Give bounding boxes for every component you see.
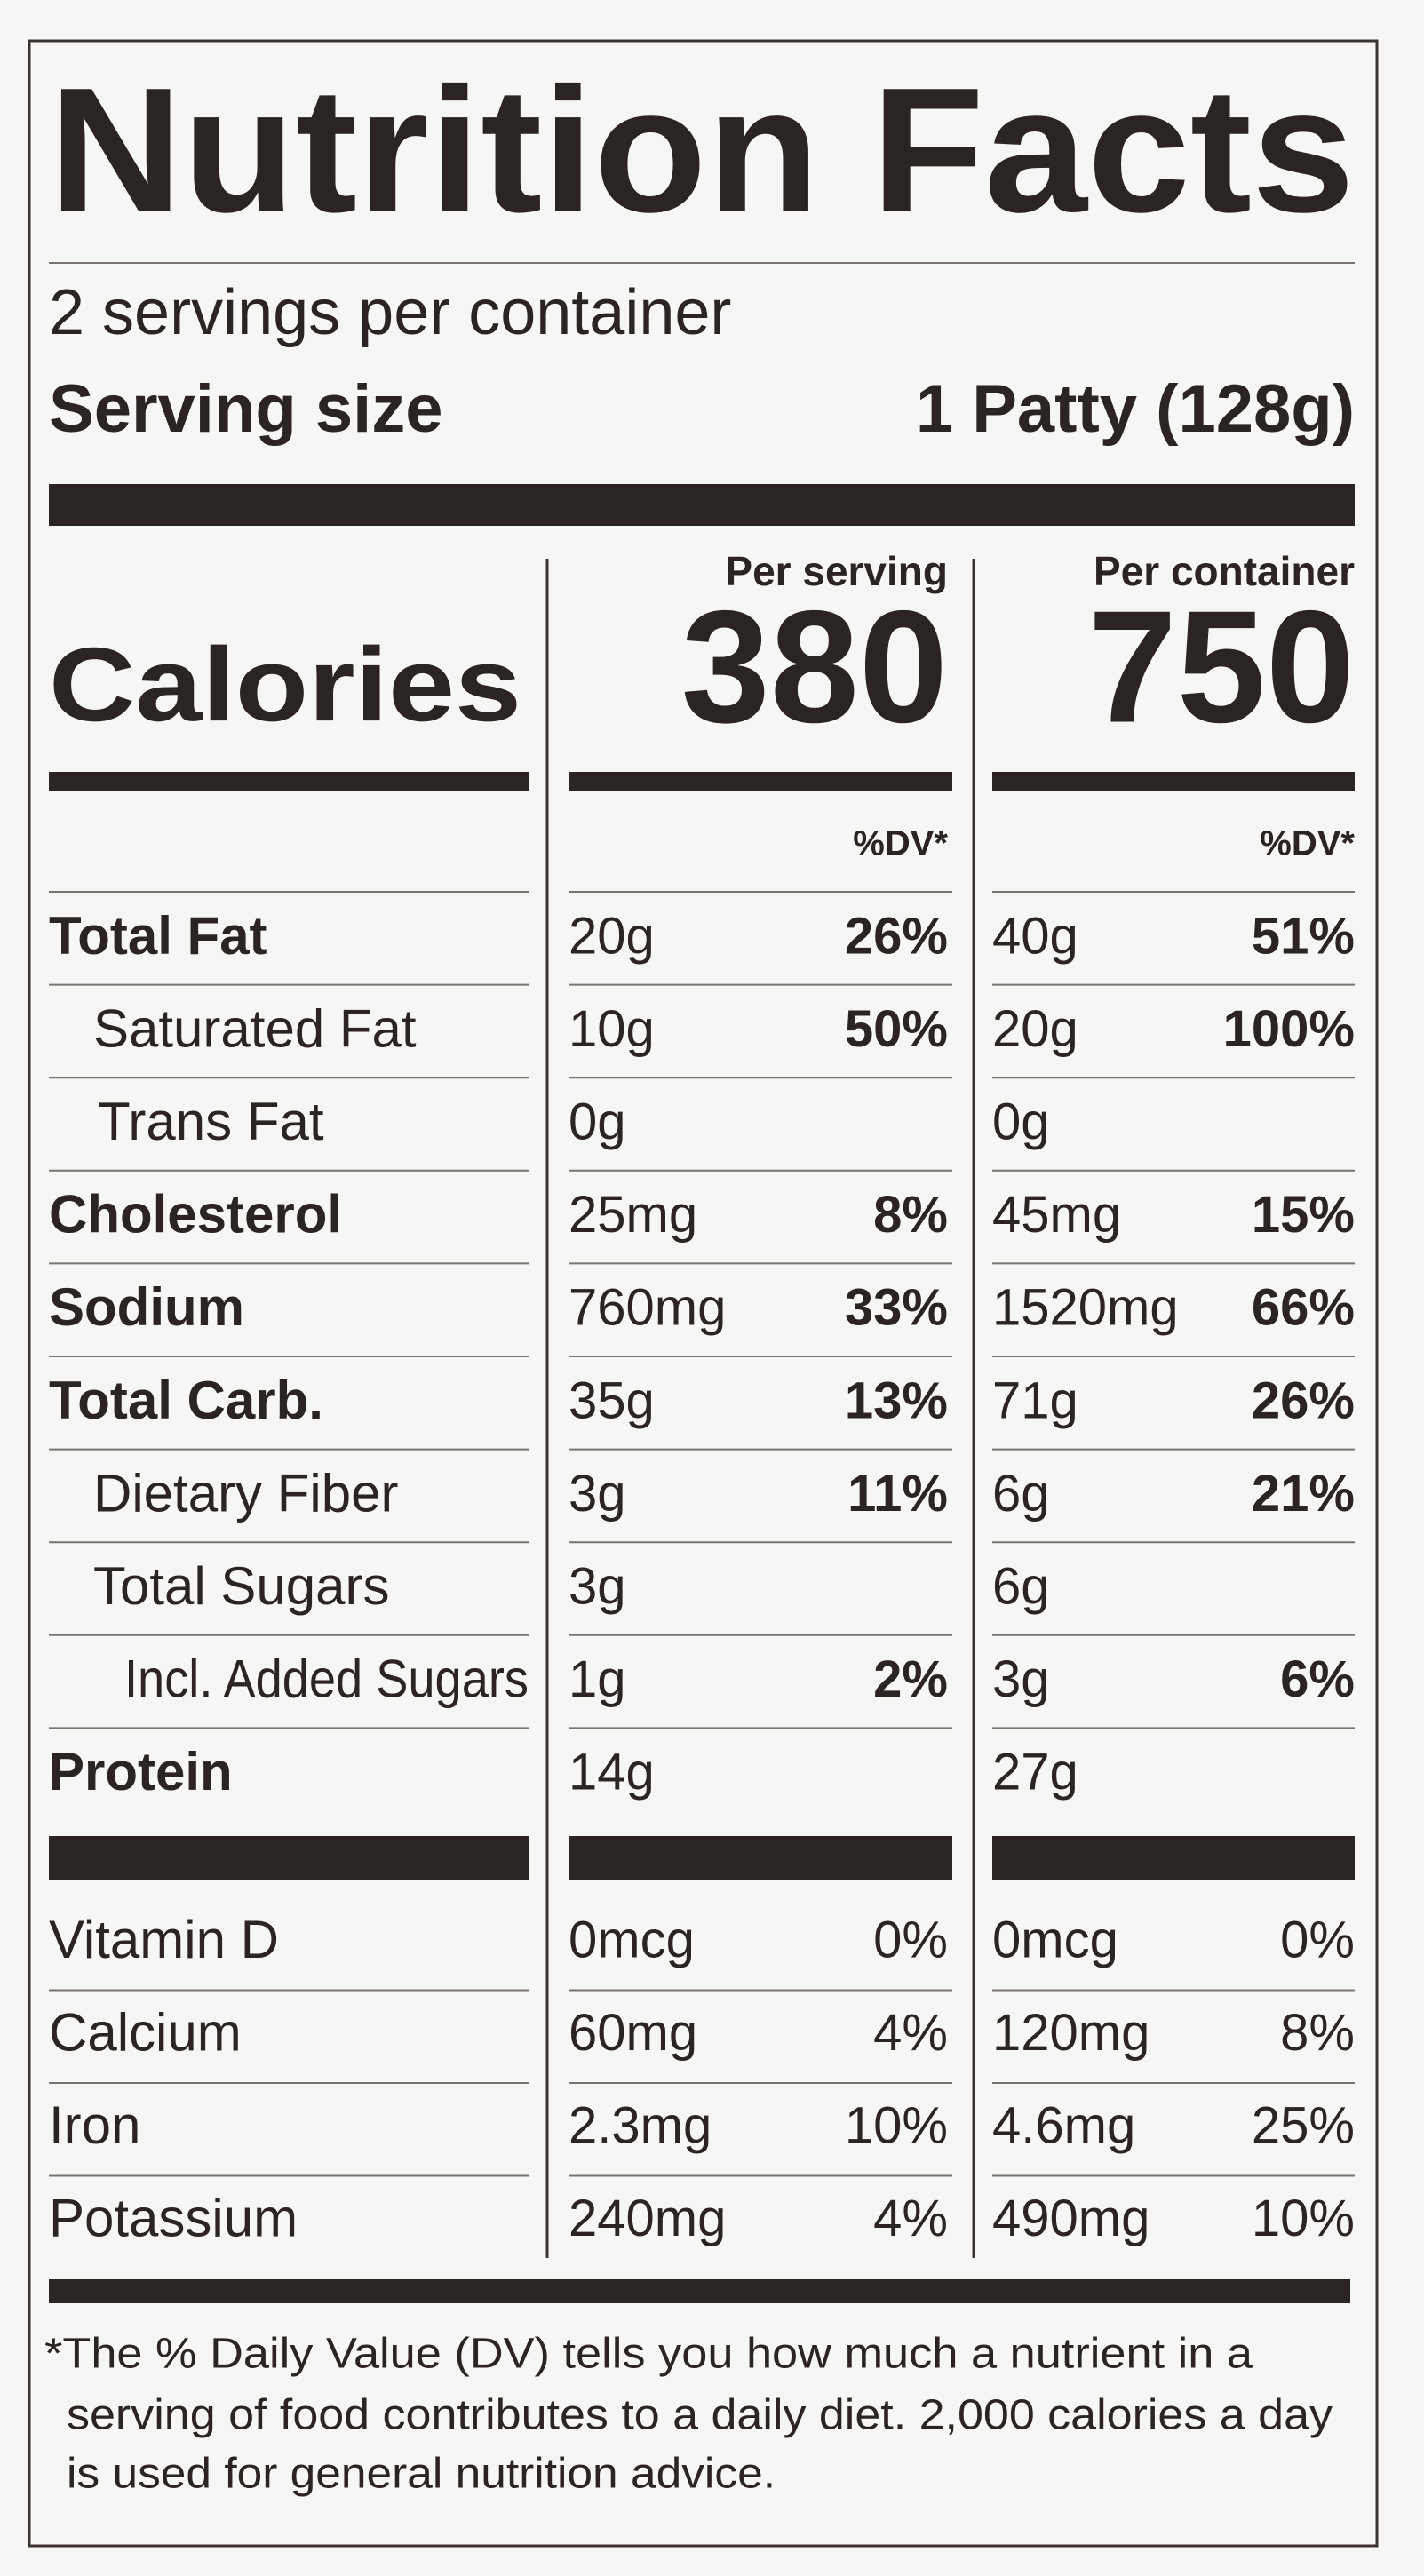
amount: 14g	[569, 1744, 655, 1801]
amount: 3g	[992, 1650, 1050, 1708]
nutrient-name: Calcium	[49, 2002, 242, 2062]
daily-value: 11%	[847, 1465, 948, 1523]
daily-value: 33%	[845, 1279, 948, 1337]
dv-header: %DV*	[853, 824, 948, 863]
amount: 0mcg	[992, 1911, 1118, 1968]
daily-value: 25%	[1252, 2096, 1355, 2154]
amount: 20g	[992, 1000, 1078, 1058]
serving-size-value: 1 Patty (128g)	[916, 371, 1355, 447]
daily-value: 15%	[1252, 1186, 1355, 1244]
nutrient-name: Trans Fat	[98, 1092, 324, 1151]
amount: 60mg	[569, 2004, 697, 2062]
daily-value: 6%	[1280, 1650, 1355, 1708]
daily-value: 4%	[873, 2004, 948, 2062]
daily-value: 100%	[1223, 1000, 1355, 1058]
daily-value: 0%	[1280, 1911, 1355, 1968]
amount: 4.6mg	[992, 2096, 1135, 2154]
daily-value: 51%	[1252, 907, 1355, 965]
amount: 120mg	[992, 2004, 1150, 2062]
amount: 10g	[569, 1000, 655, 1058]
nutrient-name: Saturated Fat	[93, 998, 417, 1058]
footnote-line: *The % Daily Value (DV) tells you how mu…	[44, 2331, 1253, 2378]
footnote-line: is used for general nutrition advice.	[67, 2451, 776, 2498]
column-header: Per serving	[725, 548, 948, 594]
daily-value: 10%	[1252, 2190, 1355, 2247]
nutrient-name: Dietary Fiber	[93, 1463, 398, 1523]
amount: 71g	[992, 1371, 1078, 1429]
amount: 3g	[569, 1558, 626, 1616]
amount: 27g	[992, 1744, 1078, 1801]
daily-value: 21%	[1252, 1465, 1355, 1523]
nutrient-name: Potassium	[49, 2188, 298, 2247]
servings-per-container: 2 servings per container	[49, 277, 731, 348]
amount: 0g	[569, 1093, 626, 1151]
calories-per-serving: 380	[681, 578, 948, 757]
nutrient-name: Total Sugars	[93, 1556, 390, 1616]
amount: 35g	[569, 1371, 655, 1429]
serving-size-label: Serving size	[49, 371, 443, 447]
amount: 490mg	[992, 2190, 1150, 2247]
daily-value: 8%	[1280, 2004, 1355, 2062]
nutrient-name: Incl. Added Sugars	[124, 1650, 529, 1709]
amount: 0g	[992, 1093, 1050, 1151]
amount: 0mcg	[569, 1911, 695, 1968]
calories-bar	[569, 772, 952, 791]
amount: 20g	[569, 907, 655, 965]
thick-bar	[49, 1836, 529, 1880]
thick-bar	[49, 2279, 1350, 2303]
amount: 1520mg	[992, 1279, 1179, 1337]
daily-value: 8%	[873, 1186, 948, 1244]
daily-value: 66%	[1252, 1279, 1355, 1337]
calories-label: Calories	[49, 626, 521, 743]
nutrient-name: Protein	[49, 1742, 233, 1801]
thick-bar	[992, 1836, 1355, 1880]
nutrient-name: Cholesterol	[49, 1185, 342, 1244]
daily-value: 4%	[873, 2190, 948, 2247]
amount: 240mg	[569, 2190, 726, 2247]
amount: 3g	[569, 1465, 626, 1523]
daily-value: 2%	[873, 1650, 948, 1708]
dv-header: %DV*	[1260, 824, 1355, 863]
amount: 6g	[992, 1465, 1050, 1523]
calories-bar	[49, 772, 529, 791]
nutrient-name: Vitamin D	[49, 1910, 279, 1969]
amount: 45mg	[992, 1186, 1121, 1244]
amount: 25mg	[569, 1186, 697, 1244]
calories-bar	[992, 772, 1355, 791]
title: Nutrition Facts	[49, 52, 1355, 250]
label-border	[28, 39, 1379, 2548]
amount: 6g	[992, 1558, 1050, 1616]
amount: 760mg	[569, 1279, 726, 1337]
column-header: Per container	[1094, 548, 1355, 594]
daily-value: 50%	[845, 1000, 948, 1058]
nutrient-name: Sodium	[49, 1277, 244, 1337]
daily-value: 26%	[845, 907, 948, 965]
thick-bar	[49, 484, 1355, 526]
thick-bar	[569, 1836, 952, 1880]
daily-value: 10%	[845, 2096, 948, 2154]
daily-value: 0%	[873, 1911, 948, 1968]
amount: 1g	[569, 1650, 626, 1708]
amount: 40g	[992, 907, 1078, 965]
calories-per-container: 750	[1088, 578, 1355, 757]
nutrient-name: Total Carb.	[49, 1371, 323, 1430]
daily-value: 26%	[1252, 1371, 1355, 1429]
nutrient-name: Iron	[49, 2095, 140, 2155]
nutrient-name: Total Fat	[49, 906, 267, 966]
daily-value: 13%	[845, 1371, 948, 1429]
amount: 2.3mg	[569, 2096, 712, 2154]
footnote-line: serving of food contributes to a daily d…	[67, 2392, 1333, 2439]
